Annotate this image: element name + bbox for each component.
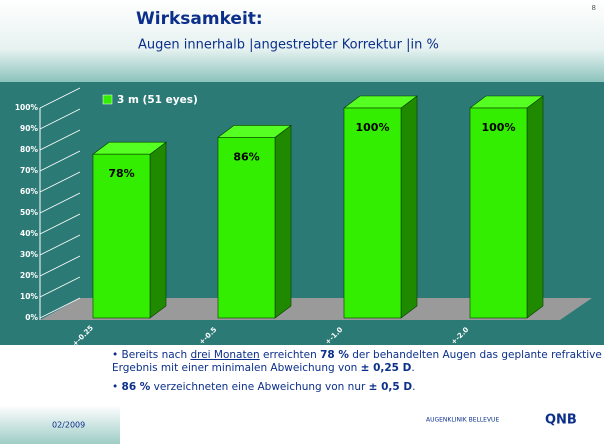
bar-side bbox=[400, 95, 418, 319]
y-tick-label: 70% bbox=[20, 166, 38, 175]
text: . bbox=[412, 381, 416, 393]
legend-swatch bbox=[102, 94, 113, 105]
y-tick-label: 40% bbox=[20, 229, 38, 238]
value-label: 78% bbox=[108, 167, 134, 180]
value-label: 86% bbox=[233, 150, 259, 163]
grid-line bbox=[39, 234, 81, 256]
grid-line bbox=[39, 213, 81, 235]
grid-line bbox=[39, 255, 81, 277]
y-tick-label: 100% bbox=[15, 103, 39, 112]
text: verzeichneten eine Abweichung von nur bbox=[150, 381, 369, 393]
y-tick-label: 50% bbox=[20, 208, 38, 217]
bullet: • Bereits nach drei Monaten erreichten 7… bbox=[112, 349, 602, 374]
y-tick-label: 0% bbox=[25, 313, 38, 322]
y-tick-label: 60% bbox=[20, 187, 38, 196]
grid-line bbox=[39, 108, 81, 130]
y-tick-label: 10% bbox=[20, 292, 38, 301]
bar bbox=[469, 107, 528, 319]
subtitle: Augen innerhalb |angestrebter Korrektur … bbox=[138, 38, 439, 53]
y-tick-label: 90% bbox=[20, 124, 38, 133]
value-label: 100% bbox=[356, 121, 390, 134]
grid-line bbox=[39, 150, 81, 172]
floor bbox=[40, 298, 592, 320]
footer-logo: AUGENKLINIK BELLEVUE bbox=[426, 417, 499, 424]
grid-line bbox=[39, 276, 81, 298]
text: drei Monaten bbox=[190, 349, 260, 361]
value-label: 100% bbox=[482, 121, 516, 134]
footer-white bbox=[120, 400, 604, 444]
text: Bereits nach bbox=[121, 349, 191, 361]
y-tick-label: 30% bbox=[20, 250, 38, 259]
text: der behandelten Augen das geplante refra… bbox=[112, 349, 602, 374]
bar bbox=[92, 153, 151, 319]
legend-label: 3 m (51 eyes) bbox=[117, 94, 198, 106]
text: ± 0,25 D bbox=[360, 362, 412, 374]
footer-brand: QNB bbox=[545, 413, 577, 428]
header-bg bbox=[0, 0, 604, 82]
text: erreichten bbox=[259, 349, 321, 361]
title: Wirksamkeit: bbox=[136, 9, 263, 29]
bar bbox=[343, 107, 402, 319]
bullet: • 86 % verzeichneten eine Abweichung von… bbox=[112, 381, 416, 393]
y-tick-label: 20% bbox=[20, 271, 38, 280]
bar bbox=[217, 137, 276, 319]
text: ± 0,5 D bbox=[368, 381, 413, 393]
grid-line bbox=[39, 297, 81, 319]
legend bbox=[100, 93, 225, 107]
y-tick-label: 80% bbox=[20, 145, 38, 154]
bar-side bbox=[149, 141, 167, 319]
bar-side bbox=[526, 95, 544, 319]
text: 86 % bbox=[121, 381, 151, 393]
grid-line bbox=[39, 192, 81, 214]
grid-line bbox=[39, 171, 81, 193]
text: . bbox=[411, 362, 415, 374]
text: 78 % bbox=[320, 349, 349, 361]
footer-date: 02/2009 bbox=[52, 421, 85, 430]
page-number: 8 bbox=[592, 4, 596, 12]
grid-line bbox=[39, 129, 81, 151]
bar-side bbox=[274, 124, 292, 319]
grid-line bbox=[39, 87, 81, 109]
